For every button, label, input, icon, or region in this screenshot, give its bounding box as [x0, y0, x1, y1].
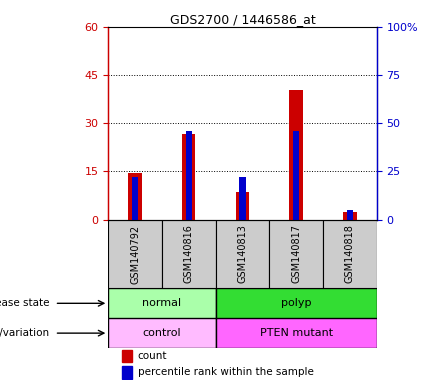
Bar — [236, 192, 249, 220]
Text: GSM140818: GSM140818 — [345, 225, 355, 283]
FancyBboxPatch shape — [216, 288, 377, 318]
Bar — [343, 212, 357, 220]
Text: disease state: disease state — [0, 298, 49, 308]
FancyBboxPatch shape — [108, 220, 162, 288]
Bar — [347, 210, 353, 220]
FancyBboxPatch shape — [216, 318, 377, 348]
FancyBboxPatch shape — [108, 318, 216, 348]
Text: GSM140817: GSM140817 — [291, 225, 301, 283]
Text: count: count — [138, 351, 167, 361]
Text: GSM140813: GSM140813 — [237, 225, 248, 283]
Text: percentile rank within the sample: percentile rank within the sample — [138, 367, 313, 377]
FancyBboxPatch shape — [108, 288, 216, 318]
Title: GDS2700 / 1446586_at: GDS2700 / 1446586_at — [170, 13, 315, 26]
Text: normal: normal — [142, 298, 181, 308]
Text: PTEN mutant: PTEN mutant — [260, 328, 333, 338]
Bar — [186, 131, 192, 220]
Bar — [132, 177, 138, 220]
Bar — [239, 177, 246, 220]
FancyBboxPatch shape — [162, 220, 216, 288]
FancyBboxPatch shape — [323, 220, 377, 288]
Text: GSM140816: GSM140816 — [184, 225, 194, 283]
Bar — [122, 366, 132, 379]
Text: GSM140792: GSM140792 — [130, 224, 140, 283]
Bar — [290, 89, 303, 220]
Bar — [293, 131, 299, 220]
Text: polyp: polyp — [281, 298, 311, 308]
Bar — [122, 350, 132, 362]
Bar — [128, 173, 142, 220]
FancyBboxPatch shape — [216, 220, 269, 288]
Text: genotype/variation: genotype/variation — [0, 328, 49, 338]
FancyBboxPatch shape — [269, 220, 323, 288]
Bar — [182, 134, 196, 220]
Text: control: control — [142, 328, 181, 338]
